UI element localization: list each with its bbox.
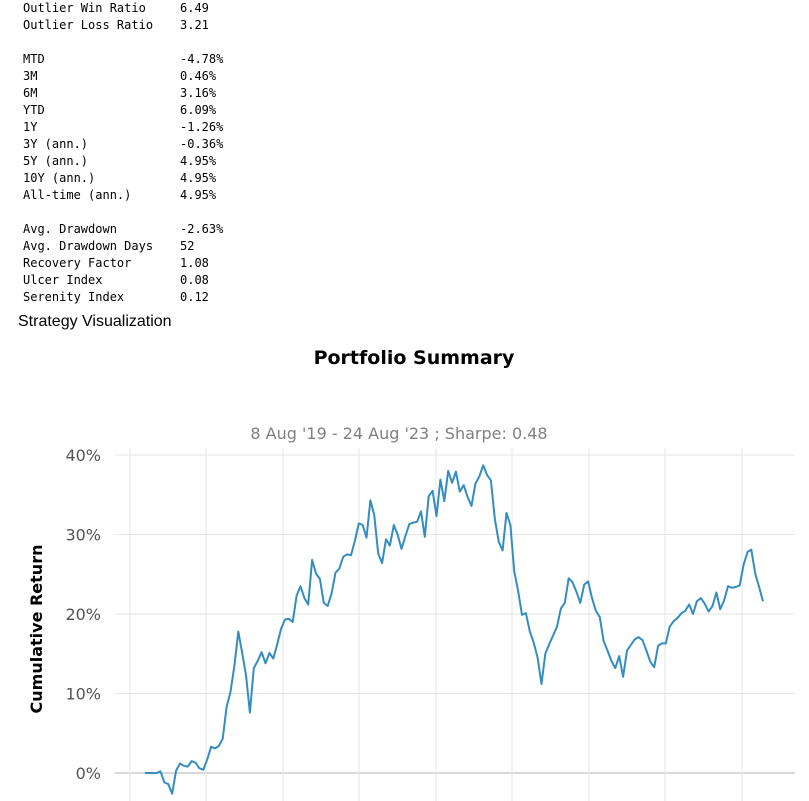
stat-value: -0.36% xyxy=(180,137,224,151)
stat-value: 0.08 xyxy=(180,273,209,287)
stat-value: 4.95% xyxy=(180,171,217,185)
stat-label: 1Y xyxy=(23,120,38,134)
stat-label: 6M xyxy=(23,86,38,100)
stat-label: All-time (ann.) xyxy=(23,188,132,202)
stat-label: 3Y (ann.) xyxy=(23,137,89,151)
stat-label: 10Y (ann.) xyxy=(23,171,96,185)
section-heading: Strategy Visualization xyxy=(18,313,172,330)
stat-label: MTD xyxy=(23,52,45,66)
stat-label: 5Y (ann.) xyxy=(23,154,89,168)
stat-value: 52 xyxy=(180,239,195,253)
stat-value: 0.46% xyxy=(180,69,217,83)
stat-label: Avg. Drawdown Days xyxy=(23,239,154,253)
stat-label: Outlier Win Ratio xyxy=(23,1,146,15)
stat-label: Outlier Loss Ratio xyxy=(23,18,154,32)
y-tick-label: 30% xyxy=(65,526,101,545)
y-axis-label: Cumulative Return xyxy=(27,545,46,714)
y-axis-ticks: 0% 10% 20% 30% 40% xyxy=(65,446,101,783)
series-line xyxy=(145,464,764,795)
stat-label: Ulcer Index xyxy=(23,273,103,287)
stat-value: 6.49 xyxy=(180,1,209,15)
stat-value: -1.26% xyxy=(180,120,224,134)
stat-value: 1.08 xyxy=(180,256,209,270)
stat-label: 3M xyxy=(23,69,38,83)
y-tick-label: 40% xyxy=(65,446,101,465)
stat-value: 6.09% xyxy=(180,103,217,117)
stat-value: 3.21 xyxy=(180,18,209,32)
stat-value: -2.63% xyxy=(180,222,224,236)
stat-value: -4.78% xyxy=(180,52,224,66)
chart-title: Portfolio Summary xyxy=(314,347,515,369)
stat-value: 4.95% xyxy=(180,188,217,202)
stat-label: YTD xyxy=(23,103,45,117)
chart-subtitle: 8 Aug '19 - 24 Aug '23 ; Sharpe: 0.48 xyxy=(250,424,547,443)
stat-value: 3.16% xyxy=(180,86,217,100)
stat-value: 4.95% xyxy=(180,154,217,168)
stat-label: Avg. Drawdown xyxy=(23,222,117,236)
stat-label: Serenity Index xyxy=(23,290,125,304)
y-tick-label: 0% xyxy=(76,764,101,783)
stat-value: 0.12 xyxy=(180,290,209,304)
y-tick-label: 20% xyxy=(65,605,101,624)
stat-label: Recovery Factor xyxy=(23,256,132,270)
y-tick-label: 10% xyxy=(65,685,101,704)
